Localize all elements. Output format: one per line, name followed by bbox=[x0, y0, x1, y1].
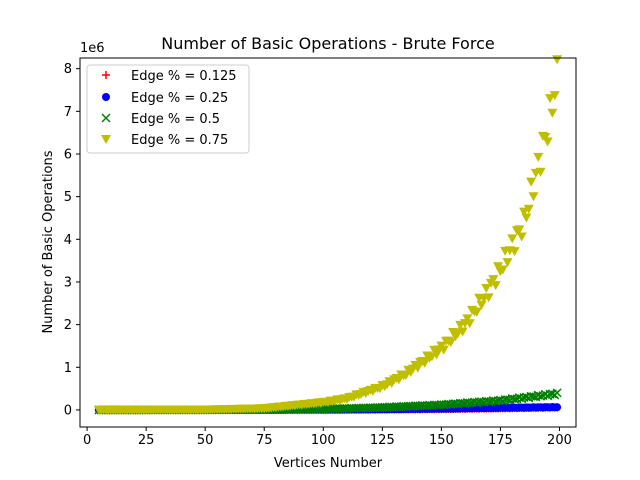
y-tick-label: 4 bbox=[64, 233, 72, 248]
data-point bbox=[493, 262, 504, 272]
data-point bbox=[481, 284, 492, 294]
y-tick-label: 3 bbox=[64, 275, 72, 290]
data-point bbox=[497, 265, 508, 275]
x-tick-label: 125 bbox=[370, 433, 395, 448]
legend-label-025: Edge % = 0.25 bbox=[131, 91, 228, 106]
y-axis-offset-text: 1e6 bbox=[80, 41, 105, 56]
legend-marker bbox=[102, 71, 110, 79]
y-axis-label: Number of Basic Operations bbox=[41, 150, 56, 333]
x-tick-label: 150 bbox=[429, 433, 454, 448]
data-point bbox=[462, 314, 473, 324]
x-tick-label: 0 bbox=[83, 433, 91, 448]
data-point bbox=[471, 307, 482, 317]
legend-marker bbox=[101, 135, 111, 144]
legend-box bbox=[86, 64, 250, 154]
y-tick-label: 1 bbox=[64, 361, 72, 376]
y-tick-label: 2 bbox=[64, 318, 72, 333]
data-point bbox=[533, 152, 544, 162]
data-point bbox=[509, 247, 520, 257]
x-axis-label: Vertices Number bbox=[274, 456, 383, 471]
x-tick-label: 175 bbox=[488, 433, 513, 448]
data-point bbox=[540, 132, 551, 142]
y-axis: 0 1 2 3 4 5 6 7 8 bbox=[64, 62, 80, 418]
x-tick-label: 200 bbox=[547, 433, 572, 448]
data-point bbox=[519, 207, 530, 217]
data-point bbox=[549, 91, 560, 101]
data-point bbox=[536, 391, 546, 401]
data-point bbox=[516, 232, 527, 242]
legend: Edge % = 0.125 Edge % = 0.25 Edge % = 0.… bbox=[86, 64, 250, 154]
data-point bbox=[419, 358, 430, 368]
points-layer bbox=[93, 55, 563, 415]
legend-label-05: Edge % = 0.5 bbox=[131, 112, 220, 127]
x-tick-label: 50 bbox=[197, 433, 214, 448]
data-point bbox=[526, 177, 537, 187]
data-point bbox=[457, 327, 468, 337]
data-point bbox=[464, 319, 475, 329]
x-tick-label: 100 bbox=[311, 433, 336, 448]
y-tick-label: 0 bbox=[64, 403, 72, 418]
y-tick-label: 6 bbox=[64, 147, 72, 162]
data-point bbox=[445, 338, 456, 348]
legend-label-075: Edge % = 0.75 bbox=[131, 133, 228, 148]
x-axis: 0 25 50 75 100 125 150 175 200 bbox=[83, 427, 572, 448]
data-point bbox=[488, 275, 499, 285]
legend-marker bbox=[102, 93, 110, 101]
x-tick-label: 25 bbox=[138, 433, 155, 448]
y-tick-label: 5 bbox=[64, 190, 72, 205]
data-point bbox=[483, 293, 494, 303]
series-3 bbox=[93, 55, 563, 415]
data-point bbox=[542, 137, 553, 147]
plot-area bbox=[79, 55, 577, 428]
data-point bbox=[528, 192, 539, 202]
legend-markers bbox=[101, 71, 111, 144]
data-point bbox=[438, 345, 449, 355]
data-point bbox=[553, 403, 562, 412]
data-point bbox=[490, 281, 501, 291]
data-point bbox=[502, 258, 513, 268]
data-point bbox=[535, 167, 546, 177]
axes-frame bbox=[79, 57, 577, 428]
data-point bbox=[523, 204, 534, 214]
legend-label-0125: Edge % = 0.125 bbox=[131, 69, 237, 84]
data-point bbox=[521, 213, 532, 223]
y-tick-label: 8 bbox=[64, 62, 72, 77]
data-point bbox=[547, 108, 558, 118]
x-tick-label: 75 bbox=[256, 433, 273, 448]
legend-marker bbox=[101, 113, 111, 123]
chart-title: Number of Basic Operations - Brute Force bbox=[161, 34, 494, 53]
data-point bbox=[514, 225, 525, 235]
y-tick-label: 7 bbox=[64, 105, 72, 120]
data-point bbox=[545, 94, 556, 104]
data-point bbox=[507, 234, 518, 244]
data-point bbox=[552, 388, 562, 398]
